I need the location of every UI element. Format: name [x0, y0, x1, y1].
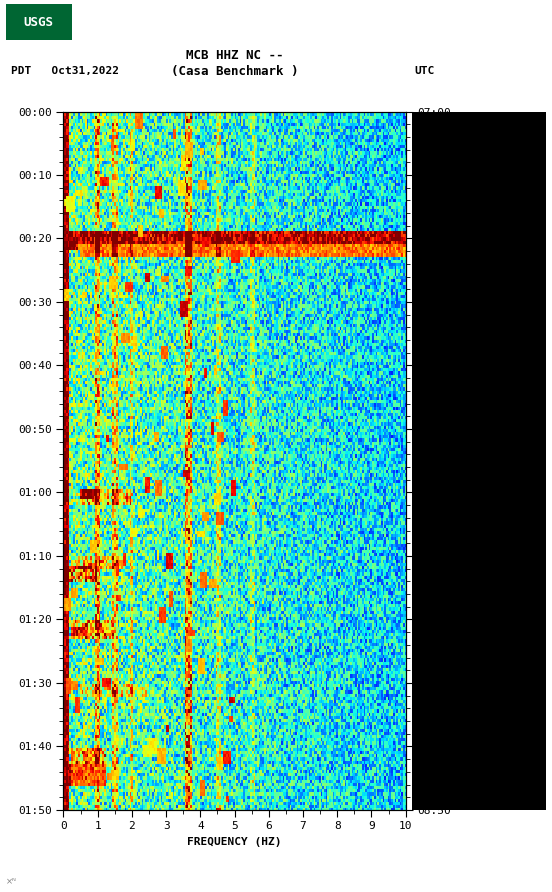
X-axis label: FREQUENCY (HZ): FREQUENCY (HZ) — [187, 837, 282, 847]
Text: ×ᴺ: ×ᴺ — [6, 876, 17, 885]
Text: MCB HHZ NC --: MCB HHZ NC -- — [186, 49, 283, 62]
Text: USGS: USGS — [24, 16, 54, 29]
Text: (Casa Benchmark ): (Casa Benchmark ) — [171, 65, 298, 78]
Text: UTC: UTC — [414, 66, 434, 77]
Text: PDT   Oct31,2022: PDT Oct31,2022 — [11, 66, 119, 77]
